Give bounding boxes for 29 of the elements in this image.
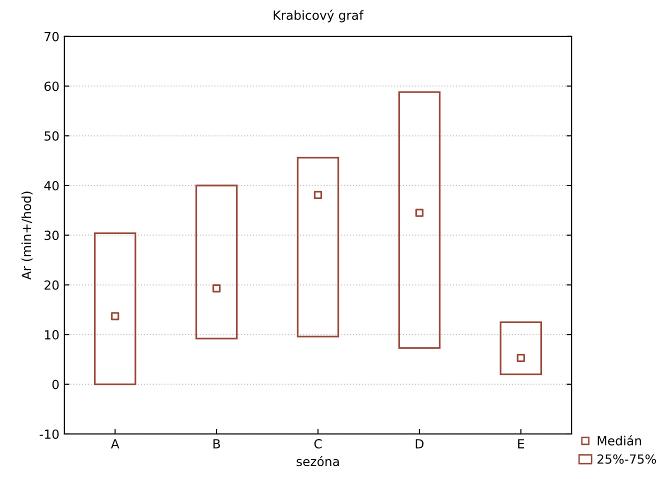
y-tick-label: 60 [44,82,59,92]
y-tick-label: 50 [44,131,59,141]
y-tick-label: 0 [52,380,59,390]
bar [398,91,441,349]
point [314,190,322,200]
legend-label: 25%-75% [598,454,656,464]
point [415,208,424,217]
y-tick-label: 20 [44,280,59,290]
y-tick-label: 40 [44,180,59,190]
bar [94,232,136,386]
x-tick-label: C [314,439,322,449]
x-tick-label: B [213,439,220,448]
x-tick-label: E [518,439,524,448]
bar [195,184,238,340]
x-axis-title: sezóna [296,456,339,466]
y-tick-label: 30 [44,230,59,240]
x-tick-label: D [416,439,424,448]
legend-label: Medián [598,435,641,446]
point [111,312,120,320]
bar [296,156,340,338]
x-tick-label: A [110,439,120,448]
y-tick-label: 70 [44,32,59,42]
chart-title: Krabicový graf [274,10,364,22]
point [516,354,525,362]
y-tick-label: -10 [40,429,59,439]
y-axis-title: Ar (min+/hod) [21,192,33,280]
bar [500,321,542,376]
y-tick-label: 10 [44,330,59,340]
point [212,284,221,292]
